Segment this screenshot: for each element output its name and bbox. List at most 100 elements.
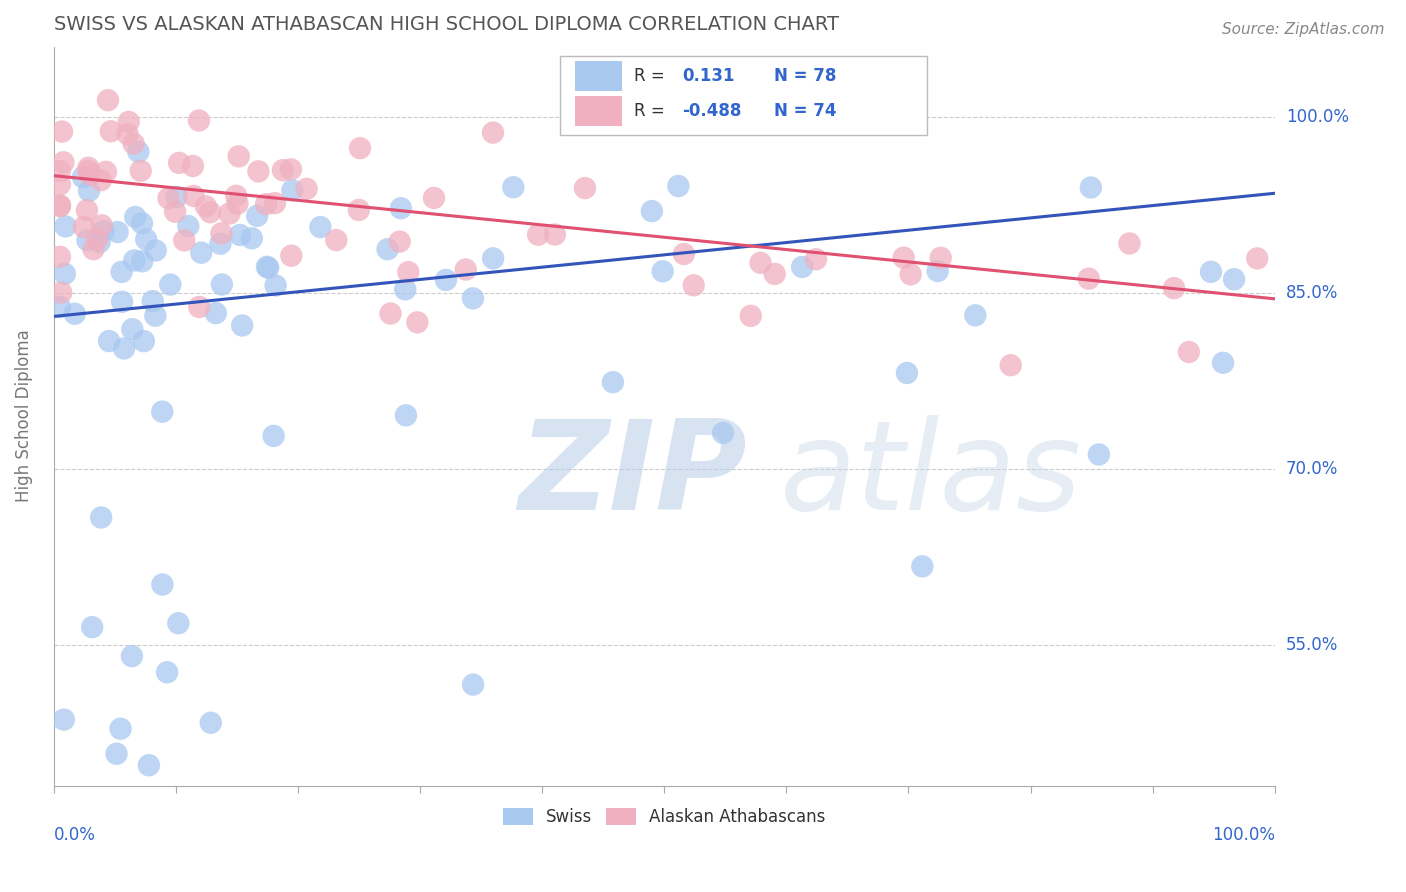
Point [90,510,112,524]
Text: 85.0%: 85.0% [1286,284,1339,302]
Point [280,249,302,263]
Point [110,265,132,279]
Text: 100.0%: 100.0% [1286,108,1348,126]
Point [896,366,918,380]
Point [97,93,120,107]
Point [1212,356,1234,370]
Text: atlas: atlas [780,415,1083,536]
Point [740,309,762,323]
Point [131,254,153,268]
Point [194,199,217,213]
Point [110,722,132,736]
Point [156,665,179,680]
Point [574,181,596,195]
Point [111,294,134,309]
Point [76,203,98,218]
Point [121,649,143,664]
Point [143,309,166,323]
Point [173,234,195,248]
Point [264,196,287,211]
Point [117,127,139,141]
Point [502,180,524,194]
Point [63,307,86,321]
Point [377,242,399,256]
Text: N = 78: N = 78 [775,67,837,86]
Point [1246,252,1268,266]
Point [122,253,145,268]
Point [482,126,505,140]
Point [792,260,814,274]
Point [1118,236,1140,251]
Text: 70.0%: 70.0% [1286,460,1339,478]
Point [188,300,211,314]
Point [218,206,240,220]
Point [544,227,567,242]
Point [406,315,429,329]
Point [90,219,112,233]
Point [1178,345,1201,359]
Point [280,162,302,177]
Bar [575,62,621,91]
Point [1088,447,1111,461]
FancyBboxPatch shape [561,55,927,136]
Point [52,713,75,727]
Text: ZIP: ZIP [517,415,747,536]
Point [256,260,278,274]
Point [246,209,269,223]
Point [49,250,72,264]
Point [263,429,285,443]
Point [893,251,915,265]
Point [1163,281,1185,295]
Point [804,252,827,267]
Point [209,236,232,251]
Point [142,294,165,309]
Point [129,163,152,178]
Text: R =: R = [634,67,669,86]
Point [711,425,734,440]
Point [209,227,232,241]
Point [131,216,153,230]
Point [183,189,205,203]
Point [55,219,77,234]
Point [124,210,146,224]
Point [76,233,98,247]
Point [157,191,180,205]
Point [190,245,212,260]
Point [682,278,704,293]
Point [211,277,233,292]
Point [602,375,624,389]
Point [389,201,412,215]
Point [145,244,167,258]
Point [93,224,115,238]
Point [396,265,419,279]
Text: R =: R = [634,102,669,120]
Point [167,156,190,170]
Point [911,559,934,574]
Point [121,322,143,336]
Point [461,677,484,691]
Point [53,267,76,281]
Point [264,278,287,293]
Point [82,620,104,634]
Text: 0.131: 0.131 [682,67,735,86]
Point [666,179,689,194]
Point [461,291,484,305]
Point [482,252,505,266]
Point [117,115,139,129]
Point [79,168,101,182]
Text: N = 74: N = 74 [775,102,837,120]
Point [527,227,550,242]
Bar [575,96,621,126]
Text: 55.0%: 55.0% [1286,636,1339,654]
Point [49,199,72,213]
Point [77,163,100,178]
Point [641,204,664,219]
Point [166,190,188,204]
Point [651,264,673,278]
Point [49,300,72,314]
Point [240,231,263,245]
Point [132,334,155,348]
Point [188,113,211,128]
Point [82,242,104,256]
Point [49,198,72,212]
